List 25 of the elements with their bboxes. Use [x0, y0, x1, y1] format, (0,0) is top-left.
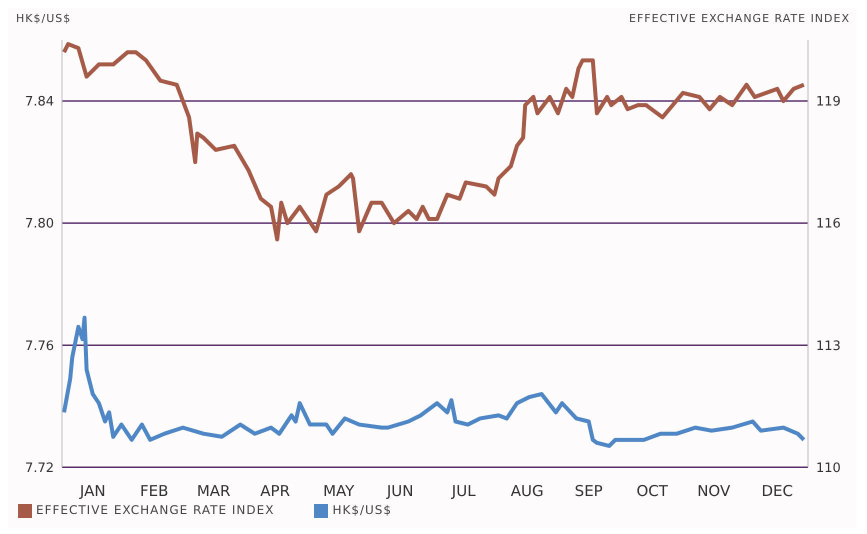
x-tick-label: MAY: [323, 482, 356, 500]
y2-tick-label: 110: [816, 460, 841, 476]
y2-tick-label: 119: [816, 94, 841, 110]
y-axis-title: HK$/US$: [16, 12, 72, 27]
x-tick-label: MAR: [196, 482, 230, 500]
line-series: [62, 316, 806, 448]
x-tick-label: SEP: [574, 482, 603, 500]
y-tick-label: 7.72: [25, 460, 54, 476]
x-tick-label: AUG: [510, 482, 544, 500]
x-tick-label: JUN: [386, 482, 414, 500]
x-tick-label: NOV: [697, 482, 731, 500]
x-tick-label: FEB: [140, 482, 168, 500]
x-tick-label: JAN: [78, 482, 106, 500]
x-tick-label: JUL: [450, 482, 476, 500]
y-tick-label: 7.80: [25, 216, 54, 232]
y2-axis-title: EFFECTIVE EXCHANGE RATE INDEX: [629, 12, 850, 27]
legend-label: EFFECTIVE EXCHANGE RATE INDEX: [36, 503, 274, 518]
y2-tick-label: 113: [816, 338, 841, 354]
legend-label: HK$/US$: [332, 503, 392, 518]
x-tick-label: DEC: [762, 482, 794, 500]
y-tick-label: 7.76: [25, 338, 54, 354]
y2-tick-label: 116: [816, 216, 841, 232]
x-tick-label: APR: [260, 482, 290, 500]
y-tick-label: 7.84: [25, 94, 54, 110]
x-tick-label: OCT: [636, 482, 669, 500]
